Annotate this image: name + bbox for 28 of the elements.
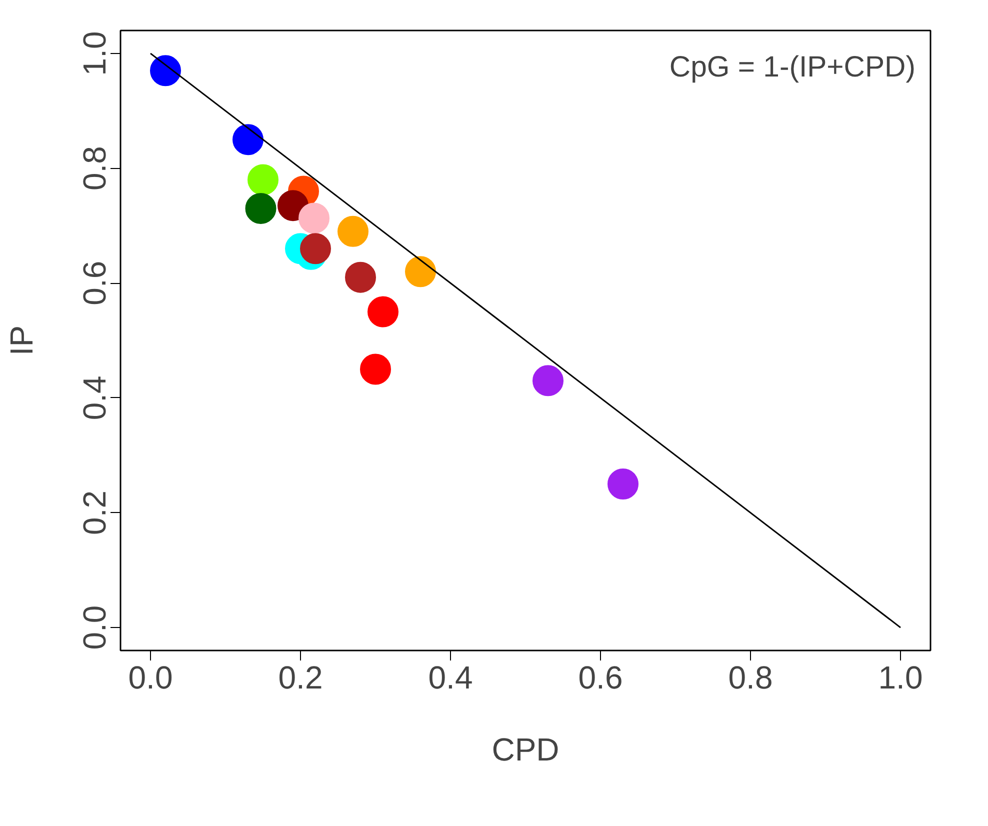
x-tick-label: 0.6	[578, 660, 623, 696]
point	[532, 365, 564, 396]
x-tick-label: 0.0	[128, 660, 173, 696]
y-tick-label: 0.4	[76, 376, 112, 420]
point	[232, 124, 264, 156]
x-axis-title: CPD	[492, 732, 560, 768]
y-tick-label: 0.6	[76, 260, 112, 306]
y-tick-label: 0.2	[76, 490, 112, 535]
x-tick-label: 0.4	[428, 660, 473, 696]
point	[360, 354, 391, 385]
point	[608, 468, 638, 500]
y-tick-label: 0.0	[76, 605, 112, 650]
point	[345, 262, 376, 293]
point	[338, 216, 368, 247]
point	[245, 192, 276, 224]
point	[298, 202, 330, 234]
x-tick-label: 0.2	[278, 660, 323, 696]
point	[150, 55, 181, 86]
point	[405, 256, 436, 288]
y-axis-title: IP	[4, 325, 40, 356]
point	[368, 296, 398, 328]
point	[248, 164, 278, 196]
point	[300, 233, 331, 264]
x-tick-label: 1.0	[878, 660, 923, 696]
x-tick-label: 0.8	[728, 660, 773, 696]
annotation: CpG = 1-(IP+CPD)	[669, 50, 916, 84]
y-tick-label: 1.0	[76, 31, 112, 76]
y-tick-label: 0.8	[76, 146, 112, 191]
